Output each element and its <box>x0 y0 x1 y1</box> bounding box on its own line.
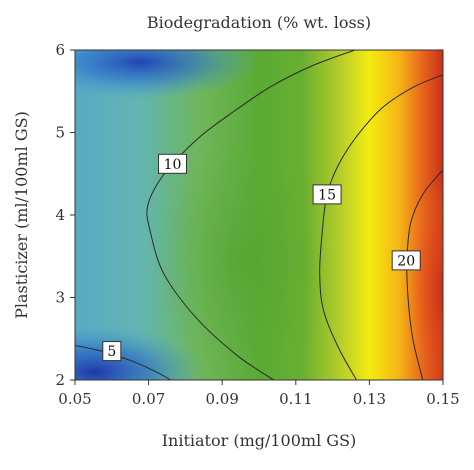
y-axis-title: Plasticizer (ml/100ml GS) <box>12 111 31 319</box>
contour-label-box <box>312 184 342 205</box>
y-axis: 2 3 4 5 6 <box>55 41 75 389</box>
contour-line-5 <box>75 344 171 380</box>
contour-label-text: 15 <box>318 187 336 203</box>
plot-area <box>75 50 443 380</box>
y-tick-label: 2 <box>55 371 65 389</box>
y-tick-label: 4 <box>55 206 65 224</box>
contour-label-20: 20 <box>391 250 421 271</box>
red-region <box>404 180 443 380</box>
x-tick-label: 0.13 <box>353 390 386 408</box>
contour-label-5: 5 <box>102 341 122 362</box>
x-axis-title: Initiator (mg/100ml GS) <box>162 431 357 450</box>
contour-label-10: 10 <box>158 153 187 174</box>
x-tick-label: 0.05 <box>58 390 91 408</box>
contour-label-text: 20 <box>397 253 415 269</box>
chart-title: Biodegradation (% wt. loss) <box>147 13 371 32</box>
blue-region-bottom <box>75 324 205 380</box>
contour-label-box <box>158 153 187 174</box>
contour-label-box <box>102 341 122 362</box>
contour-label-text: 10 <box>164 157 182 173</box>
contour-label-box <box>391 250 421 271</box>
x-tick-label: 0.09 <box>205 390 238 408</box>
contour-label-text: 5 <box>107 344 116 360</box>
y-tick-label: 6 <box>55 41 65 59</box>
x-tick-label: 0.11 <box>279 390 312 408</box>
green-region <box>150 140 330 380</box>
x-tick-label: 0.07 <box>132 390 165 408</box>
contour-line-10 <box>146 50 355 380</box>
blue-region-top <box>75 50 260 100</box>
x-axis: 0.05 0.07 0.09 0.11 0.13 0.15 <box>58 380 460 408</box>
y-tick-label: 3 <box>55 289 65 307</box>
x-tick-label: 0.15 <box>426 390 459 408</box>
y-tick-label: 5 <box>55 124 65 142</box>
contour-labels: 5 10 15 20 <box>102 153 421 362</box>
contour-label-15: 15 <box>312 184 342 205</box>
